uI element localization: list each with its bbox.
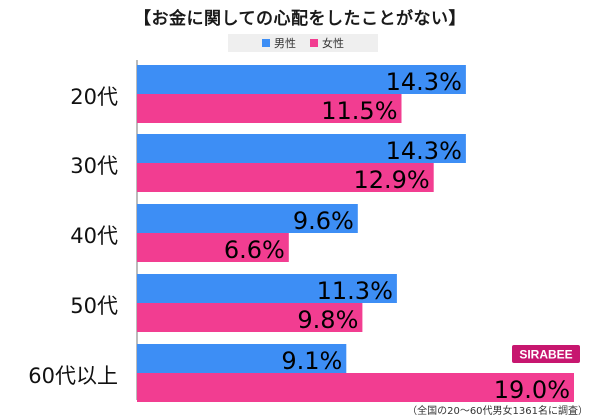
data-label: 14.3% xyxy=(386,137,462,165)
bar-male xyxy=(137,65,466,94)
svg-text:SIRABEE: SIRABEE xyxy=(519,348,572,362)
legend-item-female: 女性 xyxy=(310,35,344,51)
data-label: 11.3% xyxy=(317,277,393,305)
data-label: 9.6% xyxy=(293,207,354,235)
data-label: 19.0% xyxy=(494,376,570,404)
bar-male xyxy=(137,344,347,373)
legend-label-female: 女性 xyxy=(322,37,344,50)
category-label: 40代 xyxy=(70,224,118,248)
bar-male xyxy=(137,134,466,163)
legend-item-male: 男性 xyxy=(262,35,296,51)
data-label: 6.6% xyxy=(224,236,285,264)
legend: 男性 女性 xyxy=(228,34,378,52)
data-label: 9.8% xyxy=(297,306,358,334)
bar-female xyxy=(137,163,434,192)
legend-label-male: 男性 xyxy=(274,37,296,50)
legend-swatch-female xyxy=(310,39,318,47)
bar-male xyxy=(137,204,358,233)
legend-swatch-male xyxy=(262,39,270,47)
footnote: （全国の20～60代男女1361名に調査） xyxy=(407,406,588,417)
bar-male xyxy=(137,274,397,303)
chart-title: 【お金に関しての心配をしたことがない】 xyxy=(134,9,466,29)
data-label: 12.9% xyxy=(353,166,429,194)
category-label: 30代 xyxy=(70,154,118,178)
category-label: 60代以上 xyxy=(28,364,118,388)
data-label: 14.3% xyxy=(386,68,462,96)
data-label: 11.5% xyxy=(321,97,397,125)
bar-female xyxy=(137,373,574,402)
bar-female xyxy=(137,303,363,332)
sirabee-logo: SIRABEE xyxy=(512,345,580,363)
category-label: 50代 xyxy=(70,294,118,318)
data-label: 9.1% xyxy=(281,347,342,375)
bar-female xyxy=(137,233,289,262)
category-label: 20代 xyxy=(70,85,118,109)
bar-female xyxy=(137,94,402,123)
